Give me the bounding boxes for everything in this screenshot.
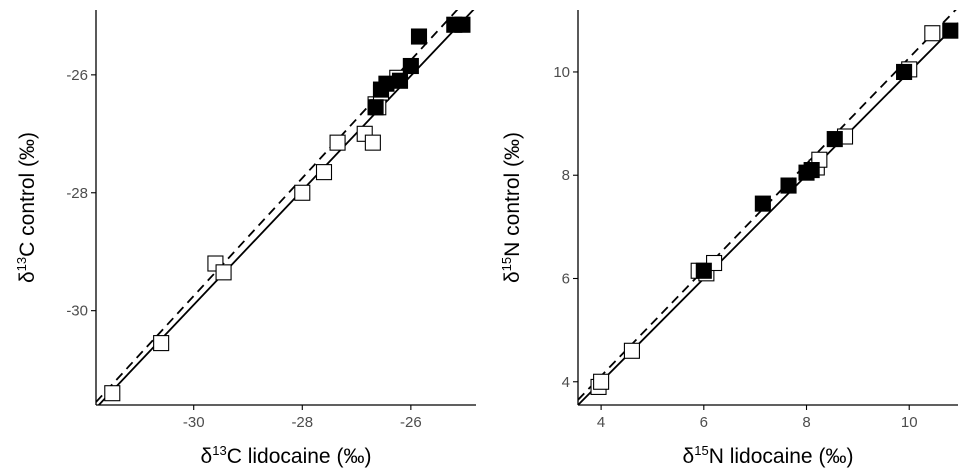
data-point-filled (780, 177, 797, 194)
x-tick-label: 8 (802, 414, 810, 431)
data-point-open (593, 373, 610, 390)
data-point-filled (410, 28, 428, 45)
y-tick-label: 10 (553, 64, 570, 81)
y-tick-label: 6 (562, 270, 570, 287)
data-point-open (215, 264, 232, 281)
data-point-open (104, 385, 121, 402)
x-axis-title: δ15N lidocaine (‰) (683, 443, 854, 468)
data-point-filled (378, 75, 395, 92)
x-axis-title: δ13C lidocaine (‰) (201, 443, 372, 468)
panel-d15n: 4 6 8 10 4 6 8 10 δ15N lidocaine (‰) δ15N control… (499, 10, 959, 468)
data-point-open (315, 164, 333, 181)
y-axis-title: δ13C control (‰) (14, 132, 39, 283)
data-point-open (329, 134, 346, 151)
x-tick-label: -26 (400, 414, 422, 431)
panel-d13c: -30 -28 -26 -30 -28 -26 δ13C lidocaine (‰) δ13C… (14, 10, 476, 468)
y-tick-label: -28 (66, 185, 88, 202)
y-tick-label: -26 (66, 67, 88, 84)
y-axis-title: δ15N control (‰) (499, 132, 524, 283)
fit-line-solid (97, 10, 475, 405)
data-point-open (364, 134, 381, 151)
fit-line-dashed (96, 10, 459, 403)
data-point-open (294, 184, 311, 201)
y-tick-label: 4 (562, 374, 570, 391)
data-point-filled (942, 22, 959, 39)
data-point-filled (391, 72, 409, 89)
data-point-filled (454, 16, 471, 33)
data-point-open (153, 335, 170, 352)
data-point-open (924, 25, 941, 42)
data-point-filled (695, 262, 712, 279)
y-tick-label: 8 (562, 167, 570, 184)
x-tick-label: 4 (597, 414, 605, 431)
data-point-filled (367, 99, 384, 116)
data-point-open (623, 342, 640, 359)
x-tick-label: 6 (700, 414, 708, 431)
data-point-filled (896, 63, 913, 81)
y-tick-label: -30 (66, 303, 88, 320)
data-point-filled (803, 162, 820, 179)
data-point-filled (754, 195, 771, 212)
fit-line-solid (578, 22, 958, 405)
x-tick-label: -30 (183, 414, 205, 431)
x-tick-label: 10 (901, 414, 918, 431)
data-point-filled (402, 57, 419, 75)
data-point-filled (826, 131, 843, 148)
x-tick-label: -28 (291, 414, 313, 431)
